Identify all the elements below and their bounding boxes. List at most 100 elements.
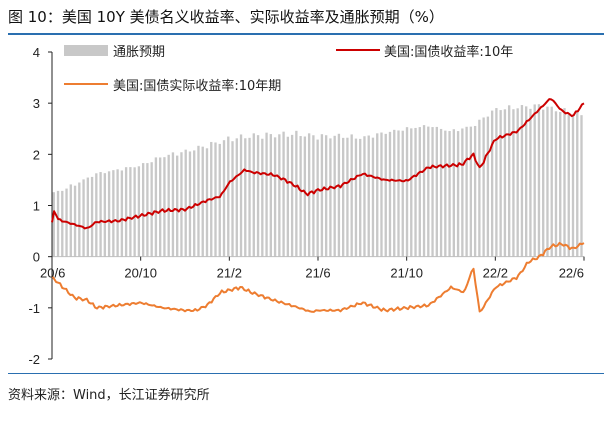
inflation-bar [163, 157, 166, 257]
x-tick-label: 20/10 [124, 266, 157, 281]
inflation-bar [227, 136, 230, 257]
inflation-bar [346, 137, 349, 257]
inflation-bar [329, 138, 332, 257]
inflation-bar [550, 106, 553, 257]
inflation-bar [478, 119, 481, 257]
inflation-bar [431, 127, 434, 257]
source-note: 资料来源：Wind，长江证券研究所 [8, 388, 210, 403]
inflation-bar [571, 115, 575, 257]
inflation-bar [303, 136, 307, 257]
inflation-bar [388, 131, 392, 257]
inflation-bar [231, 141, 234, 257]
inflation-bar [167, 154, 170, 257]
inflation-bar [495, 108, 498, 257]
inflation-bar [525, 106, 528, 257]
inflation-bar [197, 145, 200, 257]
inflation-bar [427, 126, 430, 257]
inflation-bar [52, 192, 55, 257]
inflation-bar [444, 130, 447, 257]
title-rule [8, 33, 604, 35]
legend-label-real: 美国:国债实际收益率:10年期 [113, 78, 281, 94]
inflation-bar [359, 138, 362, 257]
y-tick-label: -2 [28, 352, 40, 367]
inflation-bar [580, 115, 583, 257]
inflation-bar [252, 133, 255, 257]
inflation-bar [248, 137, 251, 257]
inflation-bar [159, 157, 162, 257]
inflation-bar [193, 150, 196, 257]
legend-label-nominal: 美国:国债收益率:10年 [384, 44, 513, 60]
inflation-bar [469, 126, 473, 257]
inflation-bar [422, 125, 426, 257]
inflation-bar [273, 137, 277, 257]
inflation-bar [141, 163, 145, 257]
inflation-bar [473, 125, 477, 257]
inflation-bar [124, 167, 128, 257]
inflation-bar [354, 138, 358, 257]
inflation-bar [414, 127, 417, 257]
nominal-yield-line [51, 98, 585, 230]
inflation-bar [533, 104, 536, 257]
inflation-bar [295, 130, 298, 257]
inflation-bar [380, 132, 383, 257]
inflation-bar [576, 111, 579, 257]
inflation-bar [188, 151, 192, 257]
y-tick-label: 2 [33, 147, 40, 162]
inflation-bar [180, 152, 183, 257]
inflation-bar [133, 167, 136, 257]
inflation-bar [512, 109, 515, 257]
inflation-bar [61, 190, 64, 257]
inflation-bar [171, 152, 175, 257]
inflation-bar [56, 190, 60, 257]
source-rule [8, 373, 604, 374]
inflation-bar [184, 149, 187, 257]
inflation-bar [137, 166, 141, 257]
inflation-bar [261, 138, 264, 257]
x-tick-label: 20/6 [40, 266, 65, 281]
inflation-bar [120, 170, 124, 257]
inflation-bar [546, 106, 549, 257]
inflation-bar [384, 133, 387, 257]
inflation-bar [337, 133, 341, 257]
inflation-bar [435, 126, 438, 257]
inflation-bar [290, 134, 294, 257]
inflation-bar [333, 135, 336, 257]
inflation-bar [146, 163, 149, 257]
inflation-bar [371, 137, 375, 257]
inflation-bar [90, 176, 94, 257]
inflation-bar [410, 128, 413, 257]
inflation-bar [486, 116, 490, 257]
inflation-bar [82, 179, 85, 257]
inflation-bar [405, 127, 409, 257]
inflation-bar [397, 130, 400, 257]
line-series-group [51, 98, 585, 313]
inflation-bar [278, 134, 281, 257]
inflation-bar [542, 109, 545, 257]
inflation-bar [452, 129, 455, 257]
inflation-bar [324, 135, 328, 257]
x-tick-label: 21/6 [305, 266, 330, 281]
inflation-bar [214, 142, 217, 257]
inflation-bar [107, 171, 111, 257]
legend-swatch-inflation [64, 45, 108, 56]
inflation-bar [205, 148, 209, 257]
x-tick-label: 22/2 [483, 266, 508, 281]
inflation-bar [129, 167, 132, 257]
inflation-bar [320, 134, 324, 257]
x-tick-label: 22/6 [559, 266, 584, 281]
inflation-bar [520, 105, 524, 257]
inflation-bar [99, 172, 102, 257]
inflation-bar [401, 130, 404, 257]
figure-title: 图 10：美国 10Y 美债名义收益率、实际收益率及通胀预期（%） [8, 8, 444, 26]
inflation-bar [176, 155, 179, 257]
inflation-bar [559, 111, 562, 257]
y-tick-label: 3 [33, 96, 40, 111]
inflation-bar [490, 110, 494, 257]
real-yield-line [51, 241, 585, 313]
inflation-bar [448, 131, 451, 257]
inflation-bar [312, 135, 315, 257]
inflation-bar [269, 134, 272, 257]
inflation-bar [363, 136, 366, 257]
inflation-bar [95, 173, 98, 257]
